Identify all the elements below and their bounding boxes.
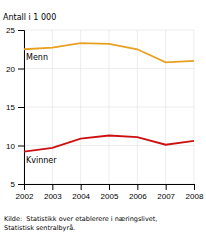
x-tick-label: 2003 [44, 192, 62, 201]
grid-line-x [109, 30, 110, 184]
grid-line-x [137, 30, 138, 184]
x-tick: 2008 [186, 184, 204, 201]
x-tick: 2007 [157, 184, 175, 201]
grid-line-x [194, 30, 195, 184]
y-tick-mark [18, 184, 24, 185]
x-tick-label: 2004 [72, 192, 90, 201]
plot-area: 2002 2003 2004 2005 2006 2007 2008 5 10 15 20 25 Men… [6, 26, 204, 201]
x-tick-label: 2005 [101, 192, 119, 201]
x-tick-mark [166, 184, 167, 190]
grid [24, 30, 194, 184]
x-tick: 2005 [101, 184, 119, 201]
x-tick-label: 2002 [16, 192, 34, 201]
y-tick: 5 [11, 180, 24, 189]
series-line [24, 135, 194, 151]
x-tick-mark [137, 184, 138, 190]
y-axis-line [18, 31, 25, 185]
y-tick-label: 20 [6, 65, 15, 74]
x-axis: 2002 2003 2004 2005 2006 2007 2008 [16, 184, 204, 201]
y-tick: 20 [6, 65, 24, 74]
source-text: Kilde: Statistikk over etablerere i næri… [4, 215, 157, 232]
x-tick-label: 2006 [129, 192, 147, 201]
x-tick: 2004 [72, 184, 90, 201]
x-tick-mark [194, 184, 195, 190]
y-tick-mark [18, 30, 24, 31]
y-tick-mark [18, 107, 24, 108]
source-line: Statistisk sentralbyrå. [4, 224, 75, 232]
series-label: Kvinner [26, 156, 57, 165]
y-tick-label: 10 [6, 142, 15, 151]
y-axis-title: Antall i 1 000 [3, 13, 56, 22]
y-tick-mark [18, 69, 24, 70]
x-tick: 2006 [129, 184, 147, 201]
y-axis: 5 10 15 20 25 [6, 26, 24, 189]
x-tick-label: 2007 [157, 192, 175, 201]
y-tick-mark [18, 146, 24, 147]
x-tick: 2002 [16, 184, 34, 201]
y-tick: 25 [6, 26, 24, 35]
series-label: Menn [26, 53, 48, 62]
x-tick: 2003 [44, 184, 62, 201]
chart: 2002 2003 2004 2005 2006 2007 2008 5 10 15 20 25 Men… [0, 0, 206, 236]
series-group [24, 43, 194, 152]
y-tick-label: 5 [11, 180, 16, 189]
series-line [24, 43, 194, 62]
x-tick-label: 2008 [186, 192, 204, 201]
x-axis-line [25, 185, 195, 191]
x-tick-mark [81, 184, 82, 190]
y-tick: 15 [6, 103, 24, 112]
grid-line-x [165, 30, 166, 184]
source-line: Kilde: Statistikk over etablerere i næri… [4, 215, 157, 223]
y-tick: 10 [6, 142, 24, 151]
grid-line-x [80, 30, 81, 184]
x-tick-mark [52, 184, 53, 190]
series-labels: Menn Kvinner [26, 53, 57, 164]
y-tick-label: 15 [6, 103, 15, 112]
y-tick-label: 25 [6, 26, 15, 35]
x-tick-mark [109, 184, 110, 190]
